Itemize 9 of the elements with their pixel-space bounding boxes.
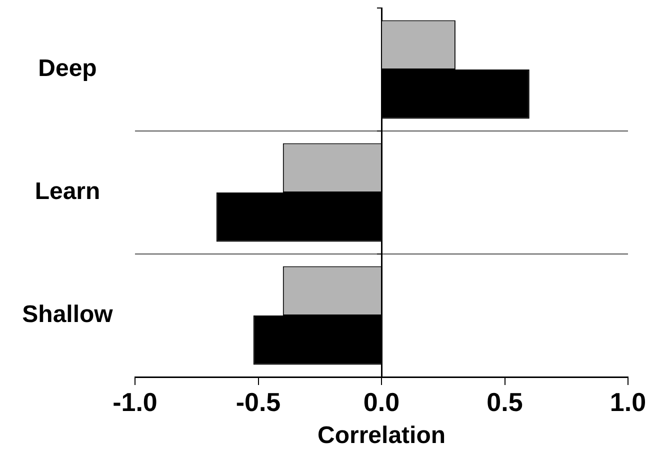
x-tick-label: -1.0 [112,386,158,417]
x-tick-label: 1.0 [610,386,646,417]
x-axis-title: Correlation [317,422,446,450]
x-tick-label: 0.5 [486,386,523,417]
y-tick-label: Shallow [22,301,114,328]
x-tick-label: -0.5 [236,386,281,417]
y-tick-label: Learn [34,178,100,206]
y-tick-label: Deep [38,55,97,82]
x-tick-label: 0.0 [363,386,400,417]
